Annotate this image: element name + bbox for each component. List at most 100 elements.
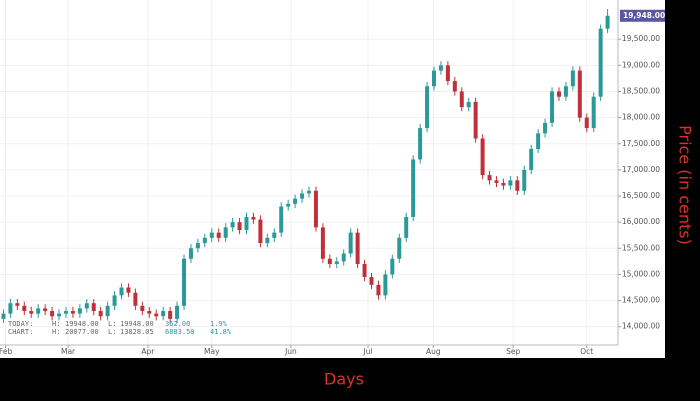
candle-body: [369, 277, 374, 285]
info-text: L:: [108, 328, 116, 336]
candle-body: [397, 237, 402, 259]
candle-body: [313, 190, 318, 228]
candle-body: [230, 222, 235, 228]
info-text: H:: [52, 320, 60, 328]
info-text: L:: [108, 320, 116, 328]
candle-body: [536, 133, 541, 149]
y-tick-label: 16,000.00: [622, 217, 660, 226]
price-badge: [620, 9, 665, 22]
info-text: 6883.50: [165, 328, 195, 336]
candle-body: [119, 287, 124, 296]
candle-body: [425, 86, 430, 129]
candle-body: [584, 117, 589, 129]
info-text: 362.00: [165, 320, 190, 328]
candle-body: [133, 292, 138, 306]
x-tick-label: Apr: [141, 347, 155, 356]
candle-body: [307, 190, 311, 194]
candle-body: [529, 148, 534, 170]
y-tick-label: 14,500.00: [622, 296, 660, 305]
candle-body: [577, 70, 582, 118]
y-tick-label: 17,000.00: [622, 165, 660, 174]
candle-body: [362, 263, 367, 278]
candle-body: [195, 243, 200, 249]
y-tick-label: 18,500.00: [622, 86, 660, 95]
candle-body: [70, 311, 75, 314]
candle-body: [591, 96, 596, 129]
candle-body: [501, 182, 506, 186]
candle-body: [522, 169, 527, 191]
candle-body: [258, 219, 263, 244]
candle-body: [140, 305, 145, 312]
x-tick-label: May: [204, 347, 220, 356]
info-text: 13828.05: [120, 328, 154, 336]
y-tick-label: 19,000.00: [622, 60, 660, 69]
candle-body: [404, 216, 409, 238]
candle-body: [84, 303, 89, 309]
candle-body: [418, 128, 423, 160]
candle-body: [272, 232, 277, 238]
info-text: CHART:: [8, 328, 33, 336]
candle-body: [91, 303, 96, 312]
candle-body: [438, 65, 443, 71]
info-text: 1.9%: [210, 320, 228, 328]
candle-body: [161, 311, 166, 317]
candle-body: [216, 232, 221, 238]
candle-body: [265, 237, 270, 244]
info-text: 19948.00: [120, 320, 154, 328]
info-text: 20077.00: [65, 328, 99, 336]
candle-body: [244, 216, 249, 230]
info-text: TODAY:: [8, 320, 33, 328]
plot-background: [0, 0, 665, 358]
candle-body: [168, 311, 173, 319]
y-tick-label: 15,500.00: [622, 243, 660, 252]
candle-body: [390, 258, 395, 275]
candle-body: [459, 91, 464, 108]
candle-body: [452, 81, 457, 92]
candle-body: [50, 311, 55, 317]
candle-body: [605, 15, 610, 29]
candle-body: [494, 180, 499, 183]
candle-body: [376, 284, 381, 296]
x-axis-title: Days: [324, 370, 364, 389]
candle-body: [154, 313, 159, 317]
candle-body: [320, 227, 325, 259]
candle-body: [63, 311, 68, 314]
candle-body: [126, 287, 131, 293]
x-tick-label: Aug: [426, 347, 441, 356]
x-tick-label: Sep: [506, 347, 520, 356]
candle-body: [8, 303, 13, 314]
info-text: H:: [52, 328, 60, 336]
candle-body: [466, 101, 471, 108]
y-tick-label: 17,500.00: [622, 139, 660, 148]
y-tick-label: 19,500.00: [622, 34, 660, 43]
candle-body: [445, 65, 450, 82]
candle-body: [209, 232, 214, 238]
candle-body: [77, 308, 82, 314]
candle-body: [431, 70, 436, 87]
candle-body: [105, 305, 110, 317]
candle-body: [202, 237, 207, 244]
candle-body: [411, 159, 416, 217]
candle-body: [98, 311, 103, 317]
x-tick-label: Jun: [284, 347, 297, 356]
candle-body: [36, 308, 41, 314]
candle-body: [383, 274, 388, 296]
y-tick-label: 14,000.00: [622, 322, 660, 331]
y-tick-label: 16,500.00: [622, 191, 660, 200]
candle-body: [348, 232, 353, 254]
y-tick-label: 18,000.00: [622, 113, 660, 122]
candle-body: [223, 227, 228, 238]
candle-body: [237, 222, 242, 230]
candle-body: [29, 311, 34, 314]
y-axis-title: Price (in cents): [676, 125, 695, 245]
candle-body: [279, 206, 284, 233]
y-tick-label: 15,000.00: [622, 269, 660, 278]
candle-body: [286, 203, 291, 207]
candle-body: [300, 193, 305, 199]
candle-body: [570, 70, 575, 87]
candle-body: [480, 138, 485, 176]
candle-body: [556, 91, 561, 97]
price-badge-label: 19,948.00: [623, 11, 665, 20]
x-tick-label: Feb: [0, 347, 12, 356]
